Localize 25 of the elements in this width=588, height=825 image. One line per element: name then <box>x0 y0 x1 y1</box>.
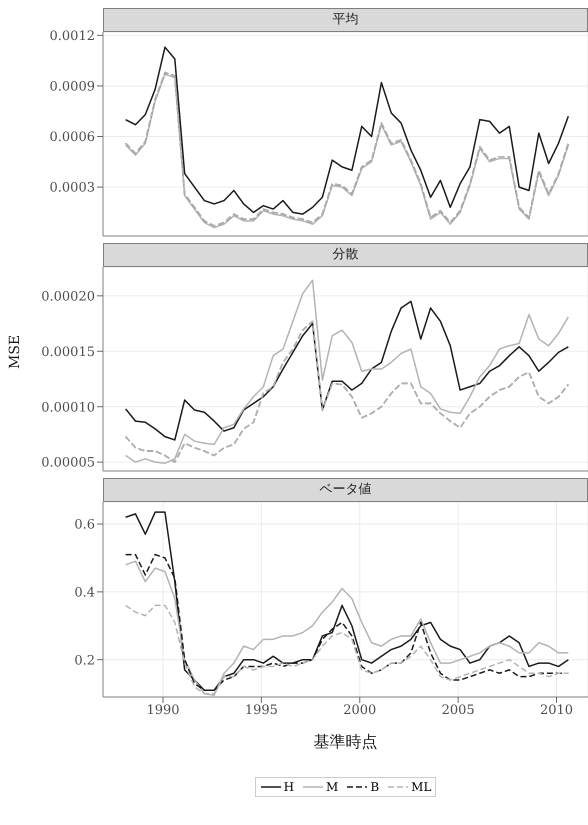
legend-label: ML <box>411 780 432 794</box>
y-tick-label: 0.4 <box>74 585 95 600</box>
x-tick-label: 2005 <box>442 703 475 718</box>
y-tick-label: 0.00015 <box>41 344 95 360</box>
y-tick-label: 0.0006 <box>50 130 95 146</box>
x-tick-label: 2010 <box>540 703 574 718</box>
y-tick-label: 0.0012 <box>50 28 95 44</box>
y-tick-label: 0.00010 <box>41 400 95 416</box>
y-tick-label: 0.0003 <box>50 180 95 196</box>
y-axis-title: MSE <box>6 334 23 369</box>
chart-title: 平均 <box>103 8 588 32</box>
chart-title: ベータ値 <box>103 478 588 502</box>
legend-label: M <box>326 780 338 794</box>
x-tick-label: 1990 <box>146 703 180 718</box>
legend-label: H <box>284 780 294 794</box>
x-tick-label: 1995 <box>244 703 278 718</box>
chart-title: 分散 <box>103 243 588 267</box>
y-tick-label: 0.00005 <box>41 456 95 471</box>
x-tick-label: 2000 <box>343 703 376 718</box>
y-tick-label: 0.6 <box>74 518 95 533</box>
x-axis-title: 基準時点 <box>314 732 378 751</box>
legend-label: B <box>370 780 380 794</box>
y-tick-label: 0.00020 <box>41 289 95 304</box>
y-tick-label: 0.2 <box>74 653 95 668</box>
y-tick-label: 0.0009 <box>50 80 95 95</box>
